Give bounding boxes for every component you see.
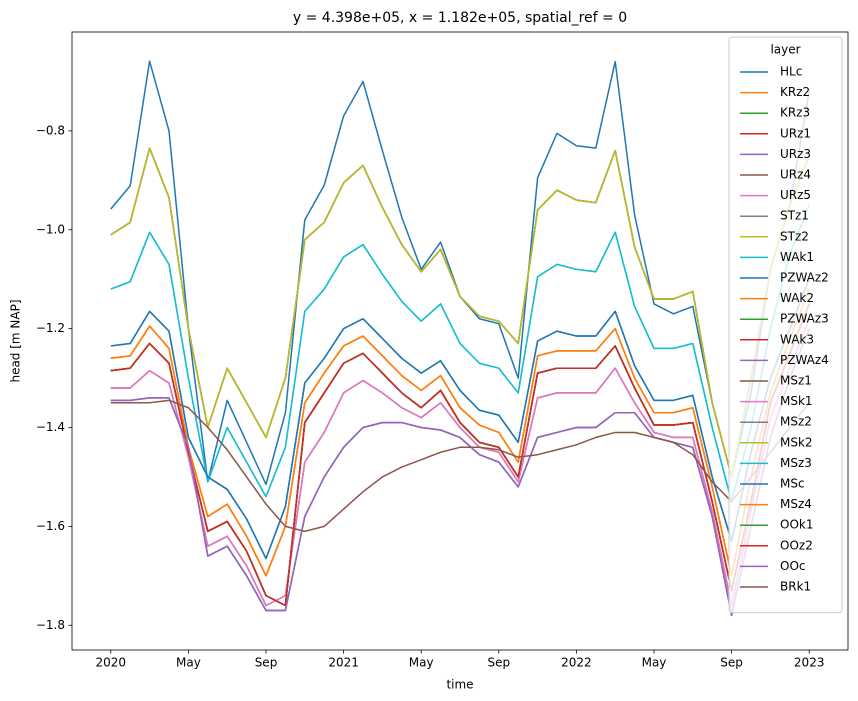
legend-label: MSk2 xyxy=(780,435,813,449)
legend-label: WAk3 xyxy=(780,332,814,346)
legend-label: STz1 xyxy=(780,209,809,223)
legend-label: MSc xyxy=(780,477,805,491)
x-tick-label: May xyxy=(409,656,434,670)
y-tick-label: −1.0 xyxy=(36,222,65,236)
legend-label: MSz2 xyxy=(780,415,812,429)
x-tick-label: May xyxy=(176,656,201,670)
y-tick-label: −1.2 xyxy=(36,321,65,335)
series-line xyxy=(110,328,810,617)
x-tick-label: 2020 xyxy=(96,656,127,670)
legend-label: STz2 xyxy=(780,229,809,243)
y-tick-label: −1.8 xyxy=(36,618,65,632)
x-tick-label: 2023 xyxy=(794,656,825,670)
legend-box xyxy=(728,36,843,614)
y-tick-label: −1.6 xyxy=(36,519,65,533)
plot-area: −1.8 −1.6 −1.4 −1.2 −1.0 −0.8 2020 May Sep 2021 Ma… xyxy=(36,31,849,670)
series-line xyxy=(110,303,810,607)
y-tick-label: −1.4 xyxy=(36,420,65,434)
chart-title: y = 4.398e+05, x = 1.182e+05, spatial_re… xyxy=(293,10,627,26)
y-axis-label: head [m NAP] xyxy=(9,299,23,382)
series-line xyxy=(110,399,810,533)
series-line xyxy=(110,288,810,577)
axes-frame xyxy=(71,31,849,651)
x-tick-label: 2021 xyxy=(328,656,359,670)
legend-label: KRz3 xyxy=(780,106,810,120)
x-tick-label: Sep xyxy=(487,656,510,670)
legend: layer HLc KRz2 KRz3 URz1 URz3 URz4 URz5 STz1 STz2… xyxy=(728,36,843,614)
legend-title: layer xyxy=(770,43,800,57)
legend-label: KRz2 xyxy=(780,85,810,99)
legend-label: WAk2 xyxy=(780,291,814,305)
legend-label: PZWAz2 xyxy=(780,271,829,285)
legend-label: MSz1 xyxy=(780,374,812,388)
series-line xyxy=(110,278,810,560)
series-line xyxy=(110,147,810,478)
legend-label: MSz4 xyxy=(780,497,812,511)
legend-label: OOz2 xyxy=(780,538,813,552)
legend-label: WAk1 xyxy=(780,250,814,264)
legend-label: PZWAz3 xyxy=(780,312,829,326)
legend-label: BRk1 xyxy=(780,580,811,594)
y-tick-label: −0.8 xyxy=(36,123,65,137)
legend-label: MSk1 xyxy=(780,394,813,408)
legend-label: OOk1 xyxy=(780,518,813,532)
legend-label: URz3 xyxy=(780,147,811,161)
legend-label: PZWAz4 xyxy=(780,353,829,367)
series-line xyxy=(110,204,810,503)
series-line xyxy=(110,318,810,607)
x-tick-label: Sep xyxy=(255,656,278,670)
legend-label: URz1 xyxy=(780,126,811,140)
x-axis-label: time xyxy=(446,678,473,692)
legend-label: URz5 xyxy=(780,188,811,202)
x-tick-label: May xyxy=(642,656,667,670)
legend-label: MSz3 xyxy=(780,456,812,470)
legend-label: OOc xyxy=(780,559,806,573)
legend-label: HLc xyxy=(780,65,802,79)
x-tick-label: 2022 xyxy=(561,656,592,670)
legend-label: URz4 xyxy=(780,168,811,182)
x-tick-label: Sep xyxy=(720,656,743,670)
